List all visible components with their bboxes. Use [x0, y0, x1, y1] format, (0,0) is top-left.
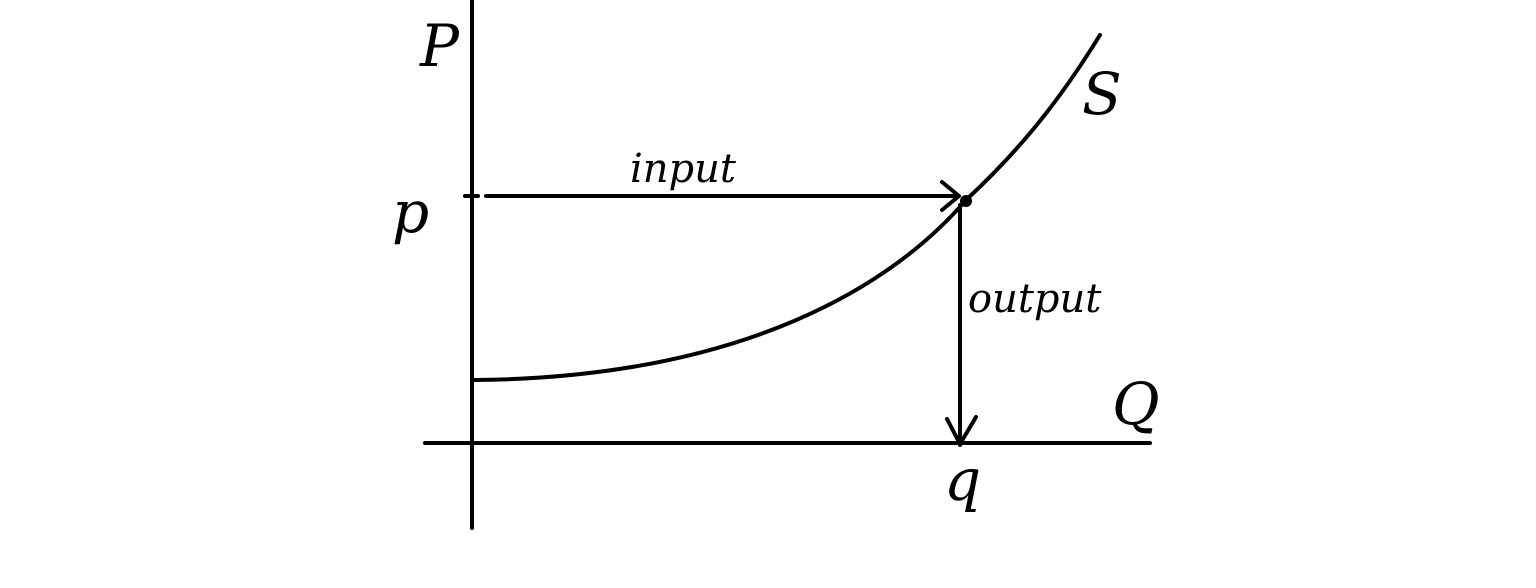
x-axis-label: Q — [1112, 370, 1160, 438]
price-label: p — [392, 178, 429, 246]
output-arrow-head — [945, 415, 978, 446]
input-label: input — [630, 146, 737, 192]
input-arrow-head — [940, 180, 961, 212]
intersection-point — [960, 195, 972, 207]
output-label: output — [968, 276, 1102, 322]
quantity-label: q — [944, 446, 981, 514]
curve-label: S — [1082, 60, 1122, 128]
supply-curve — [472, 33, 1102, 382]
y-axis-label: P — [419, 12, 460, 80]
